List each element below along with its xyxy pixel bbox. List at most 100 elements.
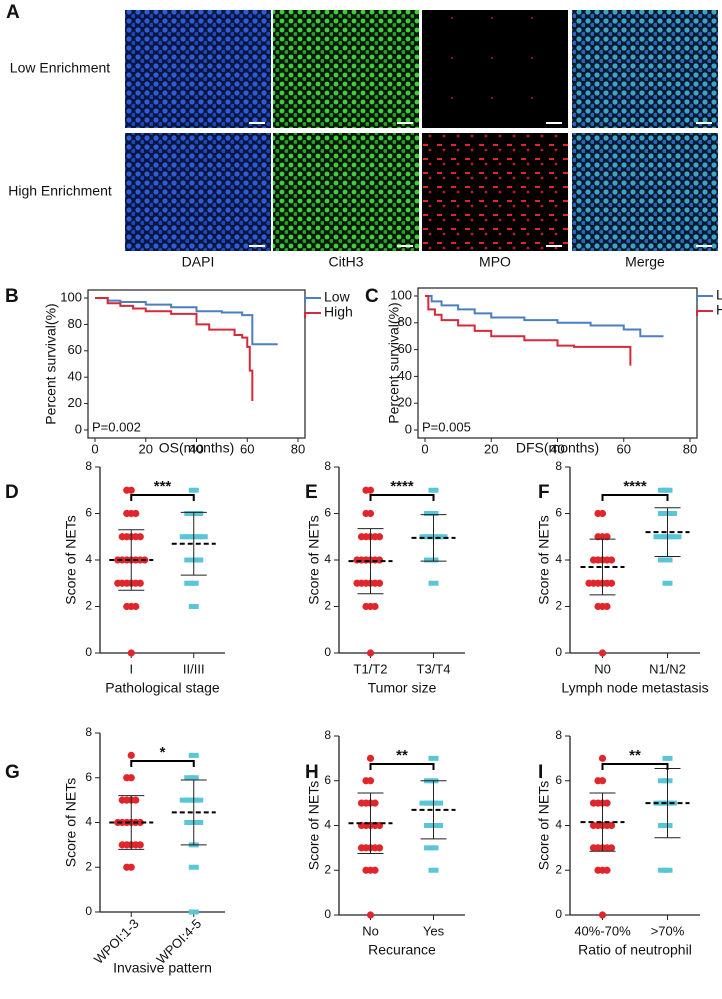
annotation: P=0.002 [92, 419, 141, 434]
x-axis-label: Lymph node metastasis [561, 680, 708, 696]
y-axis-label: Percent survival(%) [43, 303, 59, 424]
x-tick-label: 0 [421, 441, 428, 456]
data-point [424, 557, 434, 563]
column-label: DAPI [182, 254, 215, 270]
data-point [184, 511, 195, 516]
x-tick-label: I [129, 661, 133, 676]
data-point [179, 797, 190, 803]
data-point [362, 509, 370, 518]
data-point [179, 534, 190, 540]
x-tick-label: Yes [423, 923, 445, 938]
y-axis-label: Score of NETs [306, 515, 322, 604]
legend-label: High [324, 304, 353, 320]
x-tick-label: 80 [683, 441, 697, 456]
significance-bracket [130, 494, 195, 501]
data-point [428, 580, 439, 586]
data-point [598, 911, 607, 919]
data-point [658, 778, 668, 784]
data-point [594, 866, 602, 874]
significance: **** [390, 478, 414, 495]
error-bar [420, 514, 447, 562]
micrograph [125, 10, 271, 128]
y-tick-label: 60 [68, 342, 82, 357]
plot-frame [417, 287, 698, 439]
y-tick-label: 0 [405, 421, 412, 436]
error-bar [357, 792, 384, 854]
data-point [603, 799, 611, 807]
x-tick-label: II/III [183, 661, 205, 676]
data-point [375, 533, 384, 541]
data-point [118, 796, 126, 804]
data-point [428, 755, 439, 761]
error-bar [589, 792, 616, 852]
data-point [127, 649, 135, 657]
data-point [658, 823, 668, 828]
data-point [658, 557, 668, 563]
y-axis-label: Score of NETs [306, 781, 322, 870]
data-point [662, 580, 673, 586]
data-point [114, 579, 122, 587]
x-tick-label: T3/T4 [417, 661, 451, 676]
y-tick-label: 40 [68, 369, 82, 384]
y-tick-label: 4 [324, 552, 331, 566]
x-tick-label: 40 [189, 441, 203, 456]
data-point [366, 911, 375, 919]
x-tick-label: 80 [291, 441, 305, 456]
x-axis-label: DFS(months) [516, 440, 599, 456]
data-point [589, 844, 598, 852]
data-point [589, 799, 598, 807]
x-axis-label: OS(months) [159, 440, 234, 456]
y-axis-label: Score of NETs [536, 515, 552, 604]
column-label: CitH3 [328, 254, 363, 270]
y-tick-label: 0 [324, 907, 331, 921]
data-point [362, 866, 370, 874]
legend-label: High [716, 302, 722, 318]
y-tick-label: 100 [60, 289, 82, 304]
data-point [123, 863, 131, 871]
legend-swatch [304, 297, 321, 303]
y-tick-label: 40 [398, 368, 412, 383]
y-tick-label: 20 [398, 395, 412, 410]
error-bar [180, 511, 207, 576]
x-tick-label: >70% [651, 923, 685, 938]
data-point [136, 818, 144, 827]
data-point [671, 534, 682, 540]
y-tick-label: 80 [68, 316, 82, 331]
data-point [607, 844, 616, 852]
data-point [197, 534, 208, 540]
x-tick-label: No [362, 923, 379, 938]
data-point [184, 557, 195, 563]
data-point [437, 534, 448, 540]
y-axis-label: Score of NETs [536, 781, 552, 870]
data-point [603, 602, 611, 611]
data-point [424, 511, 434, 516]
data-point [188, 909, 199, 915]
x-tick-label: T1/T2 [354, 661, 388, 676]
survival-curve [425, 295, 664, 338]
significance-bracket [601, 763, 669, 770]
x-tick-label: 40%-70% [574, 923, 631, 938]
significance-bracket [369, 494, 435, 501]
micrograph [572, 10, 718, 128]
data-point [184, 820, 195, 825]
y-tick-label: 20 [68, 395, 82, 410]
significance: * [160, 744, 166, 761]
error-bar [118, 529, 145, 591]
x-tick-label: N1/N2 [649, 661, 686, 676]
data-point [375, 579, 384, 587]
y-tick-label: 60 [398, 341, 412, 356]
legend-label: Low [716, 287, 722, 303]
error-bar [180, 779, 207, 846]
data-point [362, 602, 370, 611]
data-point [188, 604, 199, 609]
legend-swatch [696, 310, 713, 316]
error-bar [118, 795, 145, 850]
data-point [598, 754, 607, 762]
data-point [184, 775, 195, 781]
data-point [362, 486, 370, 494]
y-tick-label: 4 [555, 552, 562, 566]
data-point [594, 509, 602, 518]
data-point [357, 799, 366, 807]
y-tick-label: 80 [398, 314, 412, 329]
data-point [357, 533, 366, 541]
